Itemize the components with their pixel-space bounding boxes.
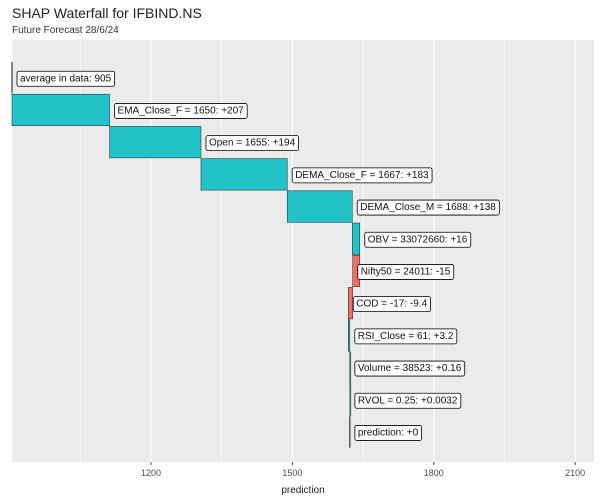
step-label-text: COD = -17: -9.4 [356,299,427,310]
waterfall-bar [200,158,288,191]
step-label: Nifty50 = 24011: -15 [357,264,455,280]
step-label: Open = 1655: +194 [205,135,299,152]
chart-title: SHAP Waterfall for IFBIND.NS [12,5,202,21]
step-label-box [354,425,423,441]
step-label: EMA_Close_F = 1650: +207 [114,103,248,119]
step-label: RVOL = 0.25: +0.0032 [354,392,462,409]
step-label: COD = -17: -9.4 [352,296,431,313]
step-label-box [352,296,431,313]
step-label-box [364,231,472,248]
step-label-text: DEMA_Close_F = 1667: +183 [295,170,429,181]
step-label-box [356,199,500,216]
step-label-text: DEMA_Close_M = 1688: +138 [360,202,496,213]
step-label-box [16,70,116,87]
step-label-text: Volume = 38523: +0.16 [358,363,462,374]
step-label-text: OBV = 33072660: +16 [368,234,468,245]
step-label-box [291,167,433,184]
step-label-text: EMA_Close_F = 1650: +207 [118,105,245,116]
x-tick-label: 1800 [424,468,444,478]
waterfall-bar [11,93,110,126]
step-label-text: Nifty50 = 24011: -15 [361,266,451,277]
x-tick-label: 1200 [141,468,161,478]
x-axis: 1200 1500 1800 2100 [141,462,585,478]
waterfall-bar [349,351,352,384]
step-label-text: prediction: +0 [358,427,419,438]
step-label-text: Open = 1655: +194 [209,138,296,149]
step-label: OBV = 33072660: +16 [364,231,472,248]
step-label-box [114,103,248,119]
x-tick-label: 2100 [565,468,585,478]
step-label-box [357,264,455,280]
step-label-box [205,135,299,152]
waterfall-bar [286,190,353,223]
step-label-box [354,360,466,377]
step-label: RSI_Close = 61: +3.2 [354,328,458,345]
waterfall-bar [109,126,202,159]
waterfall-bar [349,383,352,416]
bars-layer [11,62,361,448]
waterfall-bar [348,287,353,320]
step-label-text: average in data: 905 [20,73,112,84]
x-axis-label: prediction [281,485,324,496]
step-label: prediction: +0 [354,425,423,441]
waterfall-bar [348,319,351,352]
step-label-box [354,328,458,345]
step-label-box [354,392,462,409]
step-label: DEMA_Close_M = 1688: +138 [356,199,500,216]
chart-subtitle: Future Forecast 28/6/24 [12,25,119,36]
step-label: DEMA_Close_F = 1667: +183 [291,167,433,184]
waterfall-bar [351,222,361,255]
labels-layer: average in data: 905 EMA_Close_F = 1650: … [16,70,500,441]
step-label-text: RVOL = 0.25: +0.0032 [358,395,458,406]
x-tick-label: 1500 [282,468,302,478]
step-label: average in data: 905 [16,70,116,87]
step-label: Volume = 38523: +0.16 [354,360,466,377]
step-label-text: RSI_Close = 61: +3.2 [358,331,454,342]
